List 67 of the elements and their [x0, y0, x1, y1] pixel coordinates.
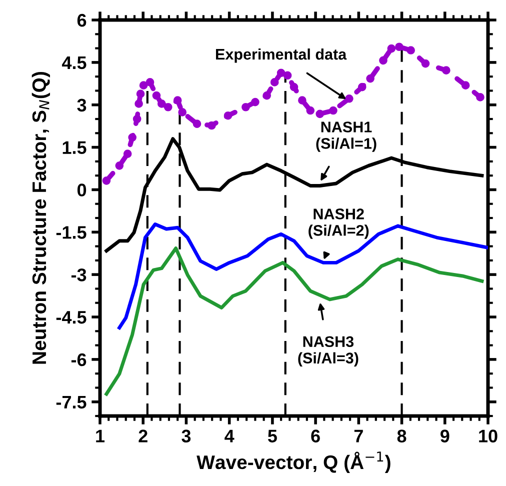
point	[329, 106, 338, 115]
y-axis-title: Neutron Structure Factor, S$_{N}$(Q)	[32, 72, 50, 364]
point	[251, 98, 260, 106]
y-tick-label: -3	[71, 268, 86, 282]
point	[395, 42, 404, 52]
x-axis-title: Wave-vector, Q (Å$^{−1}$)	[196, 452, 390, 473]
point	[262, 91, 272, 100]
point	[316, 110, 324, 118]
point	[366, 74, 374, 83]
point	[345, 94, 354, 103]
annotation: NASH1 (Si/Al=1)	[316, 122, 376, 152]
line-series	[118, 222, 488, 330]
point	[298, 96, 306, 104]
point	[128, 133, 136, 142]
y-tick-label: 1.5	[62, 141, 86, 154]
x-tick-label: 10	[479, 430, 498, 442]
x-tick-label: 9	[440, 430, 450, 442]
point	[152, 91, 161, 100]
point	[387, 44, 396, 53]
point	[207, 121, 216, 130]
point	[132, 114, 142, 124]
point	[406, 46, 415, 54]
point	[224, 111, 232, 120]
x-tick-label: 2	[138, 430, 148, 442]
point	[283, 71, 292, 80]
point	[173, 96, 182, 104]
point	[421, 59, 430, 68]
x-tick-label: 7	[354, 430, 363, 442]
point	[270, 78, 279, 86]
point	[306, 106, 315, 115]
point	[276, 68, 286, 78]
point	[358, 82, 366, 92]
point	[134, 100, 143, 108]
y-tick-label: -1.5	[56, 226, 86, 239]
point	[136, 90, 145, 98]
point	[102, 176, 111, 185]
x-tick-label: 4	[224, 430, 234, 442]
annotation: NASH3 (Si/Al=3)	[298, 336, 358, 367]
line-series	[104, 246, 484, 396]
y-tick-label: -6	[71, 353, 86, 366]
x-tick-label: 6	[311, 430, 320, 442]
point	[442, 66, 450, 75]
x-tick-label: 8	[397, 430, 406, 442]
point	[476, 93, 484, 102]
x-tick-label: 3	[182, 430, 191, 442]
point	[164, 102, 172, 112]
point	[157, 100, 166, 108]
point	[123, 150, 132, 158]
point	[178, 108, 187, 116]
point	[242, 102, 250, 112]
point	[290, 82, 298, 92]
point	[192, 120, 202, 128]
y-tick-label: 3	[77, 98, 86, 112]
annotation: NASH2 (Si/Al=2)	[308, 208, 369, 239]
y-tick-label: 6	[77, 14, 86, 27]
point	[461, 81, 470, 90]
point	[379, 56, 388, 65]
y-tick-label: -4.5	[56, 311, 86, 324]
point	[146, 78, 154, 86]
y-tick-label: 4.5	[62, 56, 86, 70]
point	[139, 81, 148, 90]
y-tick-label: -7.5	[56, 396, 86, 409]
x-tick-label: 1	[96, 430, 105, 442]
annotation: Experimental data	[216, 48, 347, 63]
x-tick-label: 5	[268, 430, 277, 442]
point	[115, 162, 124, 170]
y-tick-label: 0	[77, 184, 86, 196]
